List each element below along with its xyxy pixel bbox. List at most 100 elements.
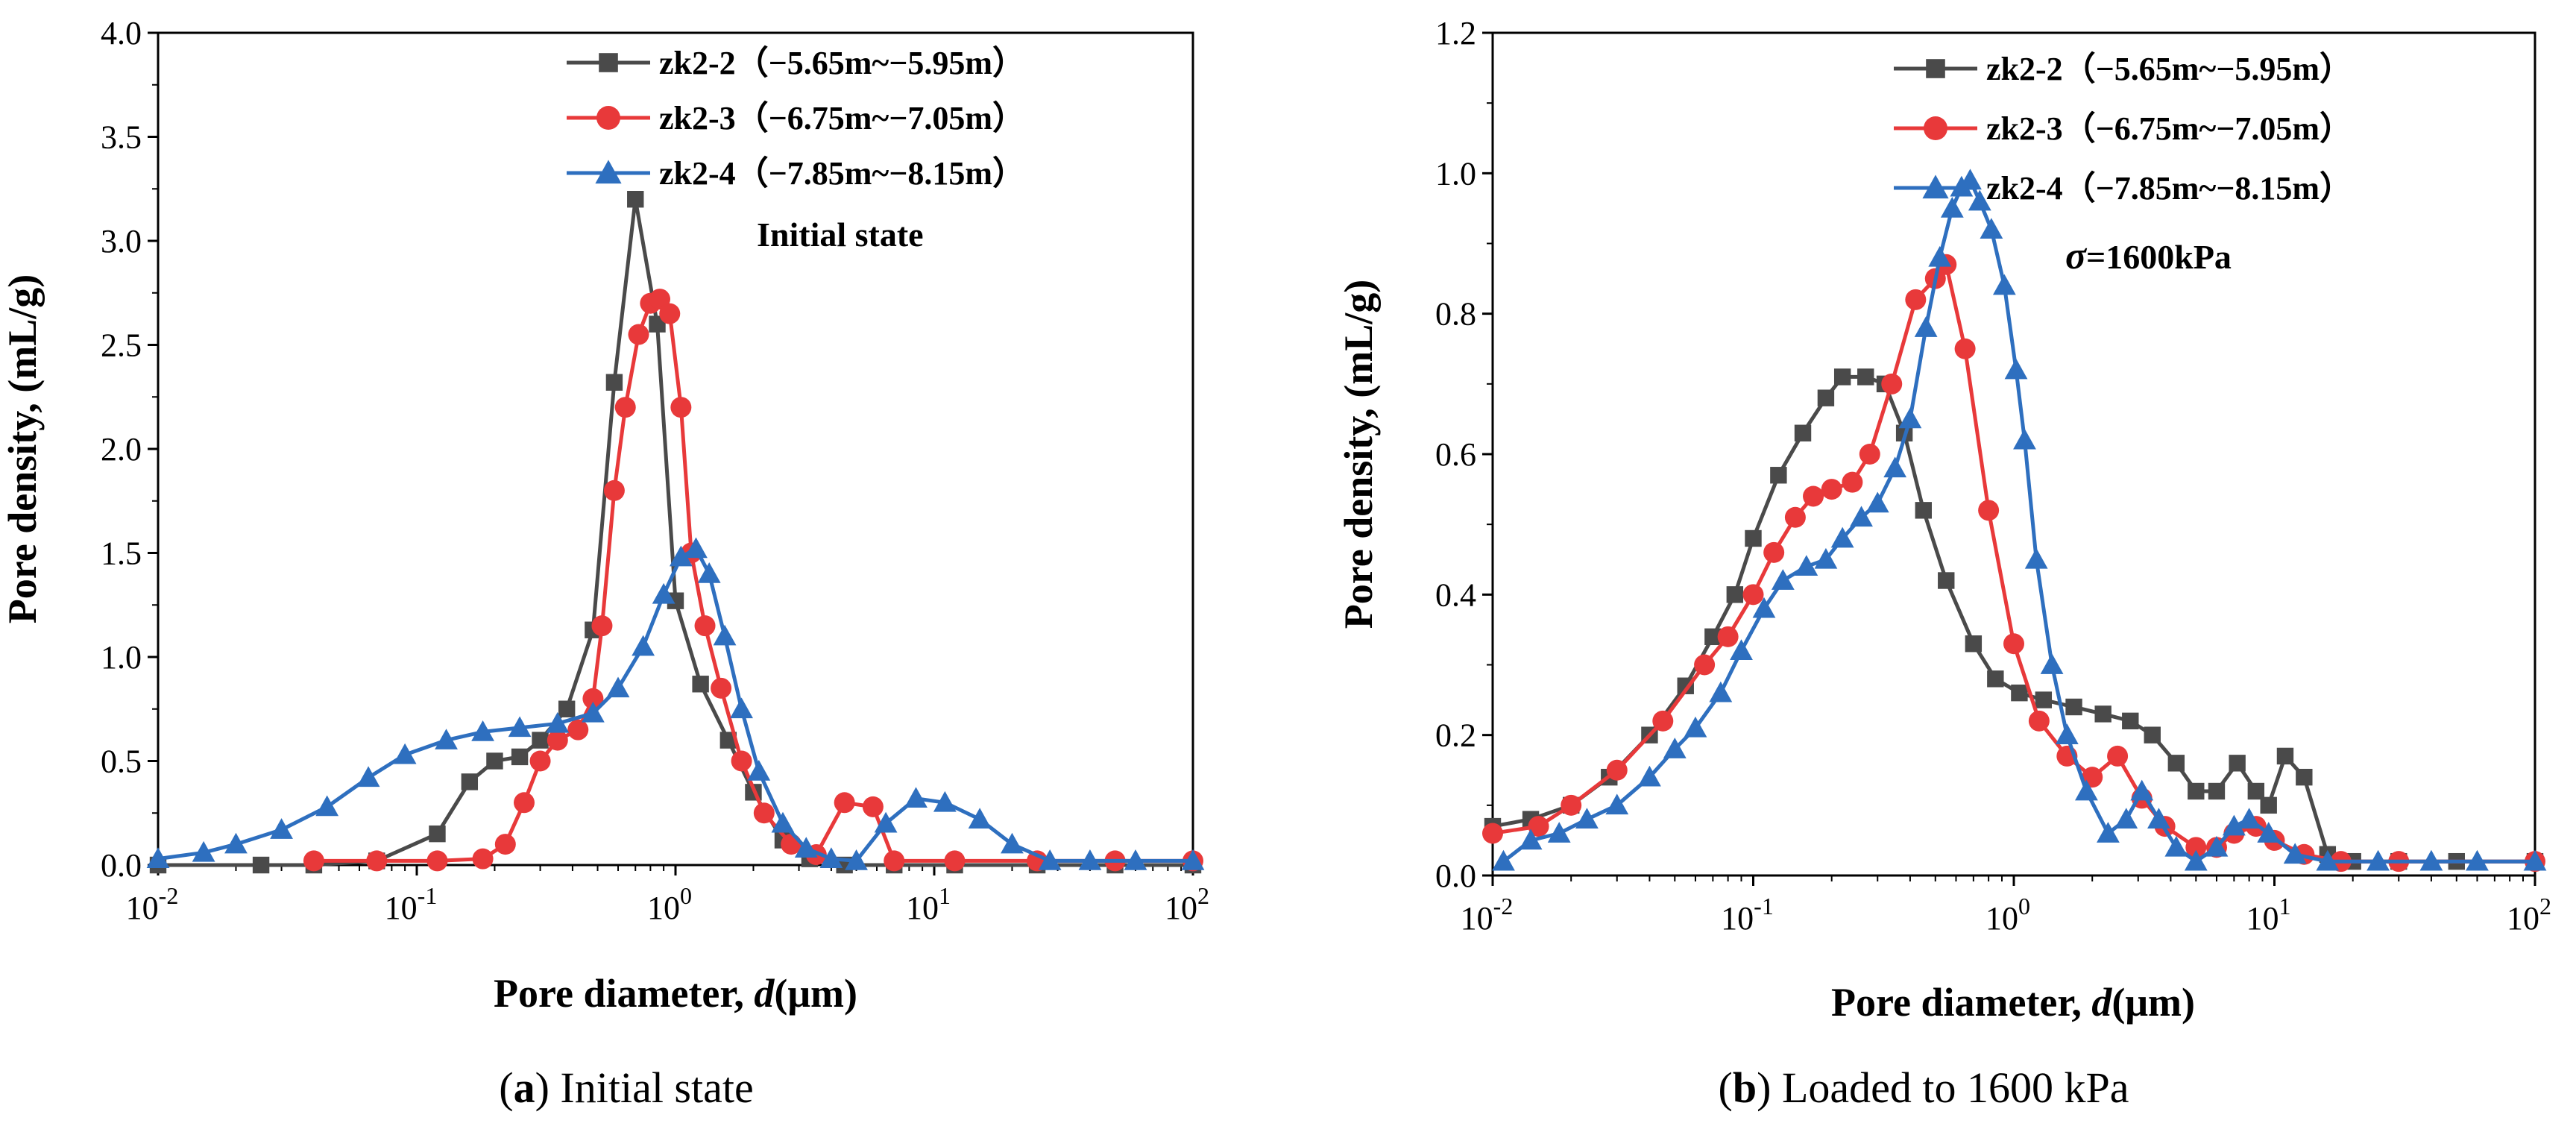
pa-x-tick-label: 10-1 bbox=[385, 882, 438, 926]
pb-series-2-point bbox=[1717, 626, 1739, 647]
pa-series-1-point bbox=[252, 856, 270, 874]
pb-legend-swatch-marker bbox=[1924, 116, 1947, 140]
pa-series-3-point bbox=[669, 545, 693, 567]
pa-series-1-point bbox=[719, 732, 737, 749]
pb-series-3-point bbox=[1730, 639, 1753, 660]
pa-series-3-point bbox=[435, 729, 458, 749]
pa-series-2-point bbox=[694, 615, 716, 637]
pa-series-3-point bbox=[224, 832, 248, 854]
pa-series-1 bbox=[149, 191, 1202, 874]
pb-series-1-point bbox=[2229, 755, 2246, 772]
pb-series-2-point bbox=[2028, 710, 2050, 732]
pb-y-tick-label: 1.2 bbox=[1435, 15, 1476, 51]
pb-series-3-point bbox=[1980, 218, 2003, 239]
pa-y-tick-label: 2.5 bbox=[101, 327, 142, 364]
pa-series-1-point bbox=[627, 191, 644, 208]
pa-series-2-point bbox=[582, 688, 604, 709]
pb-series-2-point bbox=[2107, 745, 2129, 767]
pa-series-2-point bbox=[753, 802, 775, 824]
pb-series-1-point bbox=[2247, 782, 2265, 800]
pb-series-3-point bbox=[2055, 723, 2079, 744]
pb-series-1-point bbox=[2065, 698, 2082, 716]
pb-series-3-point bbox=[1663, 738, 1687, 758]
pb-series-3-point bbox=[2013, 428, 2036, 450]
pa-y-tick-label: 0.5 bbox=[101, 743, 142, 780]
pa-series-3-point bbox=[819, 847, 843, 868]
pa-series-2-point bbox=[366, 850, 388, 872]
pb-series-3-point bbox=[1547, 822, 1571, 843]
pa-series-1-line bbox=[158, 197, 1193, 867]
pa-series-3-point bbox=[652, 582, 676, 604]
pa-series-2-point bbox=[303, 850, 324, 872]
pa-state-annotation: Initial state bbox=[757, 216, 924, 254]
pb-series-2-point bbox=[1881, 373, 1903, 394]
pa-series-2-point bbox=[731, 750, 752, 772]
pb-series-2-point bbox=[1954, 338, 1976, 359]
pa-series-3-point bbox=[713, 624, 737, 646]
pb-series-1-point bbox=[2260, 796, 2277, 814]
pb-series-1-point bbox=[1726, 586, 1744, 603]
pa-series-2-point bbox=[862, 796, 884, 817]
pb-series-2-point bbox=[1742, 584, 1764, 606]
pa-series-3-point bbox=[968, 808, 992, 829]
pb-series-2-point bbox=[1652, 710, 1674, 732]
pb-series-3-point bbox=[2184, 849, 2208, 871]
pb-series-1-point bbox=[2208, 782, 2226, 800]
pa-series-3-point bbox=[471, 720, 494, 741]
pb-series-1-line bbox=[1492, 374, 2535, 864]
pb-series-3-point bbox=[1575, 808, 1599, 829]
pb-series-1-point bbox=[1987, 670, 2004, 688]
pa-series-3-point bbox=[356, 766, 380, 787]
pa-series-1-point bbox=[667, 592, 684, 609]
pb-series-3-point bbox=[2316, 849, 2340, 871]
pb-y-tick-label: 0.4 bbox=[1435, 576, 1476, 613]
pa-series-2-point bbox=[426, 850, 448, 872]
pa-series-1-point bbox=[692, 676, 709, 693]
pb-series-3-point bbox=[2147, 808, 2170, 829]
pb-series-1-point bbox=[1915, 502, 1932, 519]
pa-series-3-point bbox=[1078, 849, 1102, 870]
pb-legend-label: zk2-4（−7.85m~−8.15m） bbox=[1986, 170, 2352, 207]
pa-series-3-point bbox=[1124, 849, 1147, 870]
pa-series-3-point bbox=[1181, 849, 1205, 870]
pa-series-2-point bbox=[603, 480, 625, 501]
pb-legend-entry-3: zk2-4（−7.85m~−8.15m） bbox=[1894, 170, 2352, 207]
pb-series-2-point bbox=[1606, 759, 1628, 781]
pa-x-axis-label: Pore diameter, d(μm) bbox=[494, 971, 857, 1016]
pa-legend-swatch-marker bbox=[599, 53, 618, 72]
pb-series-1-point bbox=[1745, 529, 1762, 547]
pb-series-1-point bbox=[2122, 712, 2139, 730]
pb-series-3-point bbox=[1992, 274, 2016, 295]
pa-x-tick-label: 101 bbox=[906, 882, 951, 926]
pa-series-1-point bbox=[486, 752, 503, 770]
pa-series-3-point bbox=[192, 840, 215, 862]
pa-y-axis-label: Pore density, (mL/g) bbox=[0, 274, 45, 623]
pb-series-3-point bbox=[1752, 597, 1776, 618]
pa-series-3-point bbox=[581, 701, 605, 723]
pa-series-2-point bbox=[944, 850, 966, 872]
pb-series-3-point bbox=[2419, 849, 2443, 871]
pb-series-2-point bbox=[1821, 479, 1842, 500]
pa-series-3-point bbox=[845, 849, 868, 870]
pb-series-3-point bbox=[1968, 189, 1991, 211]
pb-series-3-point bbox=[1898, 407, 1922, 429]
pb-series-3-point bbox=[2238, 808, 2261, 829]
pa-series-3-point bbox=[933, 790, 957, 812]
pa-series-1-point bbox=[558, 700, 576, 717]
pa-series-1-point bbox=[605, 374, 623, 391]
chart-panel-b: 0.0 0.2 0.4 0.6 0.8 1.0 1.2 10-2 10-1 100 101 102 Po… bbox=[1336, 15, 2551, 1025]
pa-legend-label: zk2-4（−7.85m~−8.15m） bbox=[659, 155, 1025, 192]
pa-series-3-point bbox=[632, 635, 655, 656]
pb-legend-label: zk2-3（−6.75m~−7.05m） bbox=[1986, 110, 2352, 147]
pa-series-2-point bbox=[628, 324, 649, 345]
pb-y-axis-label: Pore density, (mL/g) bbox=[1336, 280, 1381, 629]
pb-series-3-point bbox=[2130, 779, 2154, 801]
pb-series-1-point bbox=[1857, 368, 1874, 386]
pb-series-1-point bbox=[1938, 572, 1955, 589]
pa-series-3-line bbox=[157, 547, 1193, 863]
caption-b-letter: b bbox=[1733, 1063, 1757, 1112]
pb-series-3-point bbox=[1771, 569, 1795, 590]
pb-x-axis-label: Pore diameter, d(μm) bbox=[1831, 980, 2195, 1025]
pa-y-tick-label: 2.0 bbox=[101, 431, 142, 468]
pb-x-tick-label: 100 bbox=[1985, 893, 2030, 937]
